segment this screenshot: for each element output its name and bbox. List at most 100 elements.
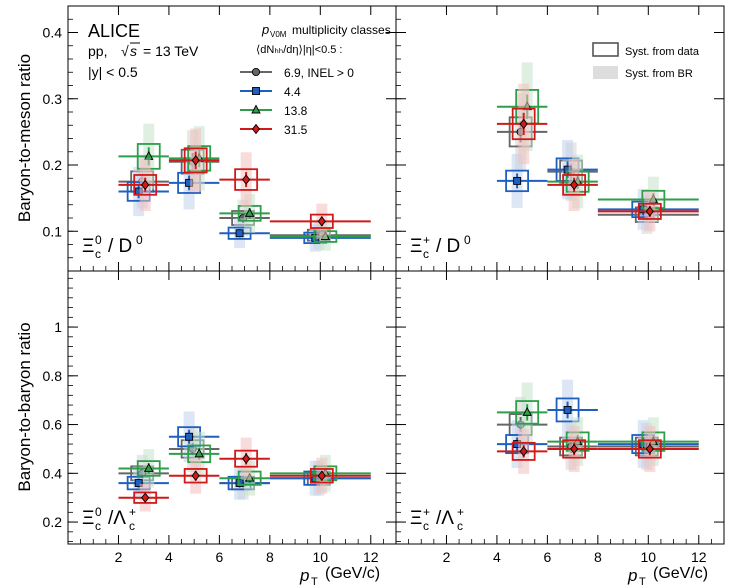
data-point	[317, 470, 326, 481]
data-point	[242, 174, 251, 185]
x-tick-label: 8	[594, 549, 602, 565]
system-label: pp,	[88, 43, 107, 59]
svg-text:+: +	[457, 505, 464, 519]
legend-label: 13.8	[284, 104, 308, 118]
experiment-label: ALICE	[88, 21, 140, 41]
legend-item: 31.5	[240, 123, 308, 137]
x-tick-label: 8	[266, 549, 274, 565]
xlabel-sub: T	[639, 576, 646, 586]
y-tick-label: 1	[54, 319, 62, 335]
syst-br-label: Syst. from BR	[625, 68, 693, 80]
panel-1: 0.1 0.2 0.3 0.4	[43, 6, 397, 272]
panel-label-top-left: Ξ 0 c / D 0	[82, 233, 143, 261]
legend-marker	[251, 123, 261, 135]
data-point	[645, 443, 654, 455]
legend: p V0M multiplicity classes ⟨dNₕₕ/dη⟩|η|<…	[240, 22, 391, 137]
data-point	[191, 155, 200, 166]
data-point	[134, 479, 143, 488]
xlabel-sub: T	[311, 576, 318, 586]
top-ylabel: Baryon-to-meson ratio	[15, 54, 34, 222]
svg-text:/ D: / D	[108, 236, 132, 257]
legend-label: 4.4	[284, 85, 301, 99]
series-square	[118, 411, 371, 500]
data-point	[143, 462, 154, 472]
data-point	[645, 206, 654, 217]
svg-text:0: 0	[95, 505, 102, 519]
svg-text:c: c	[423, 519, 429, 533]
svg-text:0: 0	[95, 233, 102, 247]
legend-title: multiplicity classes	[292, 23, 391, 37]
y-tick-label: 0.4	[43, 465, 63, 481]
data-point	[235, 229, 244, 238]
data-point	[519, 118, 528, 130]
legend-marker	[251, 67, 261, 77]
y-tick-label: 0.4	[43, 25, 63, 41]
svg-text:0: 0	[464, 233, 471, 247]
panels: 0.10.20.30.42 4 6 8 10 120.20.40.60.812 4 6 8 10 1…	[43, 6, 725, 565]
xlabel-unit: (GeV/c)	[325, 565, 380, 582]
x-tick-label: 10	[313, 549, 329, 565]
series-diamond	[118, 437, 371, 512]
legend-title-var: p	[261, 22, 269, 37]
y-tick-label: 0.8	[43, 368, 63, 384]
legend-label: 31.5	[284, 123, 308, 137]
xlabel-right: p T (GeV/c)	[627, 565, 708, 586]
x-tick-label: 2	[443, 549, 451, 565]
x-tick-label: 6	[543, 549, 551, 565]
data-point	[141, 492, 150, 503]
data-point	[191, 470, 200, 481]
data-point	[235, 479, 244, 488]
data-point	[522, 406, 532, 416]
data-point	[244, 207, 255, 217]
svg-text:c: c	[95, 247, 101, 261]
rapidity-label: |y| < 0.5	[88, 64, 138, 80]
data-point	[242, 453, 251, 464]
series-diamond	[496, 83, 699, 232]
sqrt-symbol: √	[121, 43, 129, 59]
svg-text:0: 0	[136, 233, 143, 247]
y-tick-label: 0.3	[43, 91, 63, 107]
x-tick-label: 2	[115, 549, 123, 565]
legend-item: 13.8	[240, 104, 308, 118]
data-point	[317, 216, 326, 227]
panel-2	[396, 6, 725, 272]
svg-text:Ξ: Ξ	[410, 508, 422, 529]
syst-br-box	[593, 66, 618, 79]
xlabel-left: p T (GeV/c)	[299, 565, 380, 586]
data-point	[570, 179, 579, 191]
panel-label-top-right: Ξ + c / D 0	[410, 233, 471, 261]
syst-legend: Syst. from data Syst. from BR	[592, 42, 700, 80]
x-tick-label: 6	[215, 549, 223, 565]
svg-text:c: c	[423, 247, 429, 261]
legend-item: 6.9, INEL > 0	[240, 66, 354, 80]
bottom-ylabel: Baryon-to-baryon ratio	[15, 322, 34, 491]
svg-text:Ξ: Ξ	[82, 236, 94, 257]
panel-3: 2 4 6 8 10 12 0.2 0.4 0.6 0.8 1	[43, 271, 397, 565]
panel-label-bottom-right: Ξ + c /Λ + c	[410, 505, 464, 533]
svg-text:/ D: / D	[436, 236, 460, 257]
data-point	[141, 179, 150, 191]
series-diamond	[496, 425, 699, 474]
xlabel-var: p	[627, 566, 637, 585]
legend-marker	[251, 104, 261, 114]
svg-text:/Λ: /Λ	[436, 508, 454, 529]
data-point	[185, 432, 194, 441]
series-square	[496, 139, 699, 230]
svg-text:c: c	[95, 519, 101, 533]
y-tick-label: 0.6	[43, 417, 63, 433]
panel-frame-bottom-right	[395, 270, 725, 545]
y-tick-label: 0.2	[43, 157, 63, 173]
data-point	[194, 448, 204, 458]
data-point	[513, 176, 522, 185]
xlabel-var: p	[299, 566, 309, 585]
data-point	[570, 443, 579, 455]
x-tick-label: 4	[493, 549, 501, 565]
svg-text:Ξ: Ξ	[82, 508, 94, 529]
svg-text:/Λ: /Λ	[108, 508, 126, 529]
x-tick-label: 12	[363, 549, 379, 565]
energy-label: √ s = 13 TeV	[121, 42, 199, 59]
syst-data-box	[592, 42, 619, 57]
y-tick-label: 0.1	[43, 223, 63, 239]
svg-text:+: +	[423, 233, 430, 247]
